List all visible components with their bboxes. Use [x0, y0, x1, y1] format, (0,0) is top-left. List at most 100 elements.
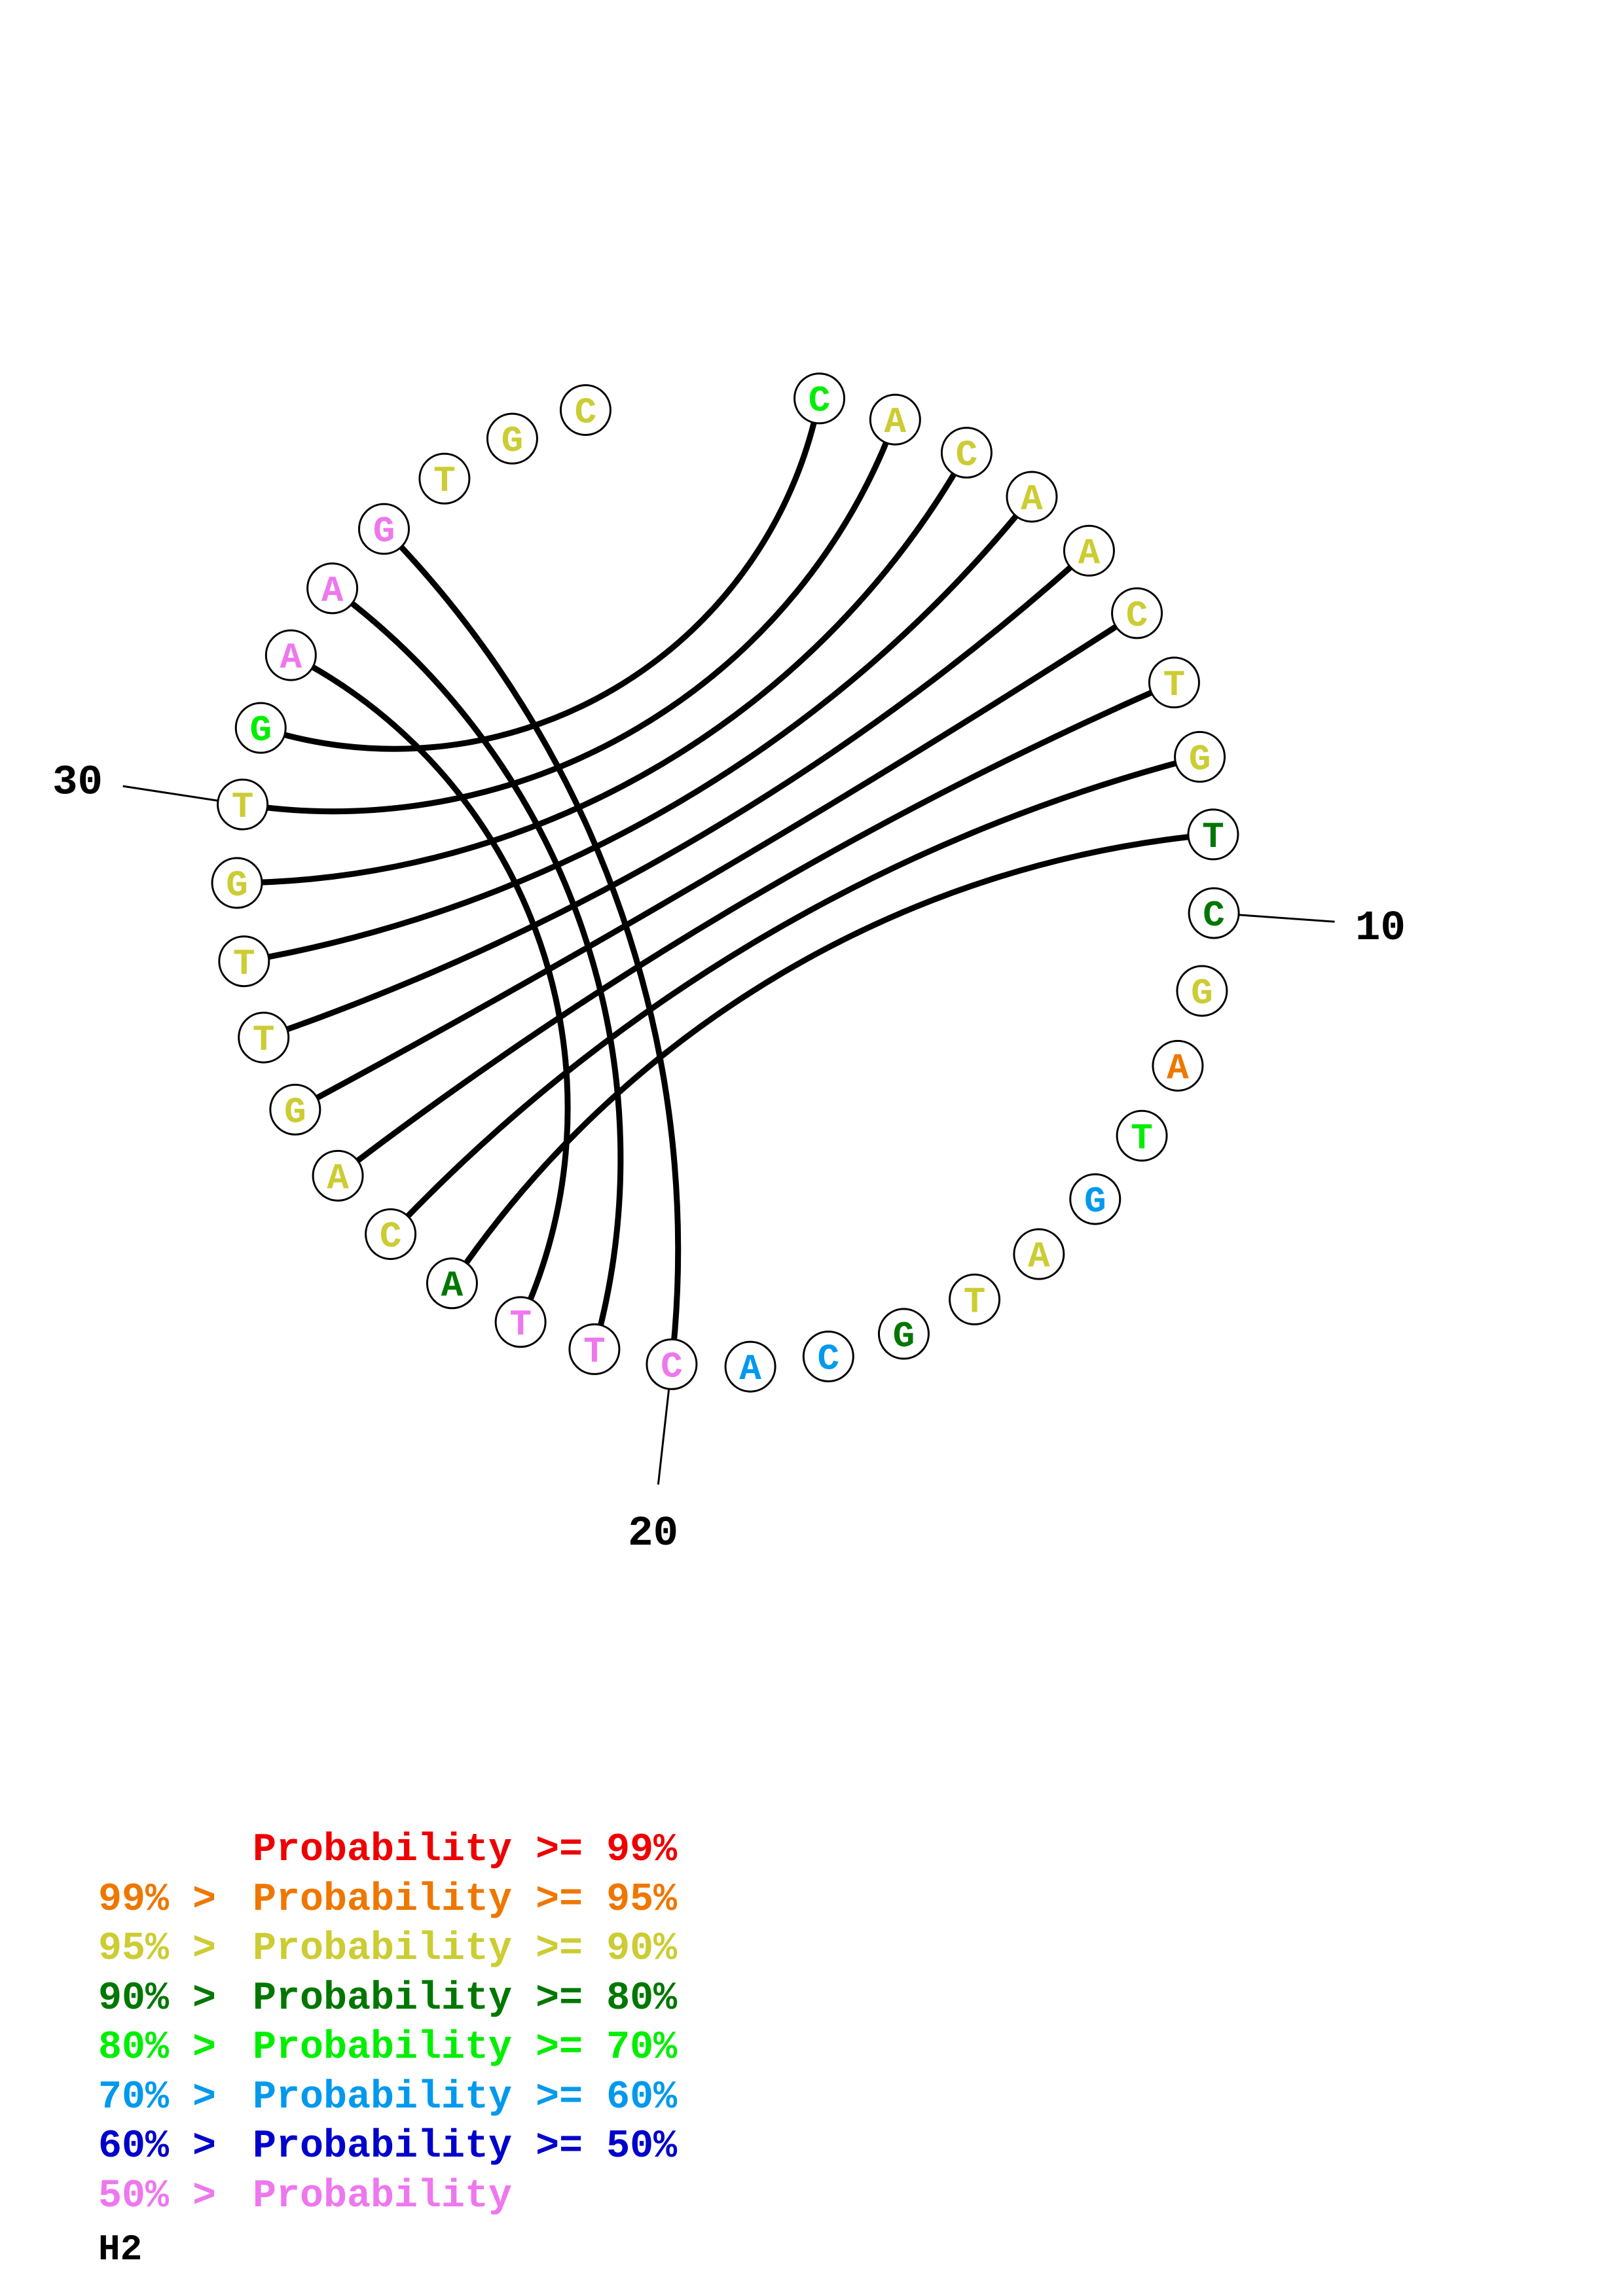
- position-labels: 10 20 30: [52, 760, 1406, 1558]
- nucleotide-circle: [365, 1208, 417, 1261]
- nucleotide-circle: [1063, 524, 1115, 577]
- nucleotide: T: [418, 452, 471, 505]
- nucleotide-circle: [234, 702, 287, 754]
- legend-lower-bound: 95% >: [98, 1927, 240, 1971]
- nucleotide-circle: [1006, 471, 1058, 523]
- legend-row: 99% > Probability >= 95%: [98, 1876, 677, 1926]
- nucleotide-base: G: [1189, 738, 1211, 780]
- position-label: 10: [1355, 905, 1406, 952]
- nucleotide-base: C: [1126, 595, 1148, 637]
- nucleotide-circle: [802, 1330, 854, 1382]
- legend-range: Probability >= 90%: [253, 1927, 678, 1971]
- base-pair-arc: [382, 527, 682, 1365]
- nucleotide: A: [312, 1149, 364, 1202]
- nucleotide: A: [1063, 524, 1115, 577]
- nucleotide-base: A: [1167, 1047, 1189, 1089]
- base-pair-arc: [330, 586, 624, 1350]
- nucleotide: T: [568, 1323, 621, 1375]
- nucleotide: G: [877, 1308, 930, 1360]
- nucleotide: C: [940, 427, 993, 479]
- nucleotide: A: [1013, 1228, 1065, 1280]
- base-pair-arc: [293, 611, 1139, 1113]
- legend-row: 80% > Probability >= 70%: [98, 2024, 677, 2073]
- base-pair-arc: [336, 679, 1176, 1178]
- nucleotide: C: [793, 372, 846, 425]
- nucleotide: T: [1187, 808, 1239, 861]
- nucleotide-base: G: [893, 1316, 915, 1357]
- nucleotide-base: A: [280, 637, 302, 679]
- nucleotide: G: [486, 412, 538, 465]
- nucleotide-base: C: [1203, 895, 1225, 937]
- legend-range: Probability: [253, 2174, 513, 2219]
- nucleotide: A: [724, 1340, 776, 1393]
- legend-lower-bound: 60% >: [98, 2125, 240, 2169]
- base-pair-arc: [236, 451, 970, 886]
- nucleotide: G: [211, 857, 263, 909]
- nucleotide-circle: [877, 1308, 930, 1360]
- nucleotide-circle: [724, 1340, 776, 1393]
- nucleotide: T: [217, 778, 269, 831]
- base-pair-arc: [263, 548, 1091, 1041]
- nucleotide: G: [1174, 730, 1226, 783]
- nucleotide: C: [646, 1338, 698, 1390]
- legend-lower-bound: 70% >: [98, 2075, 240, 2120]
- nucleotide-base: A: [739, 1348, 761, 1390]
- nucleotide: G: [1176, 965, 1228, 1017]
- nucleotide-base: C: [575, 391, 597, 433]
- nucleotide-base: C: [809, 380, 831, 422]
- nucleotide-circle: [1148, 656, 1200, 709]
- nucleotide-base: A: [321, 570, 344, 612]
- nucleotide-circle: [312, 1149, 364, 1202]
- nucleotide-circle: [793, 372, 846, 425]
- nucleotide-circle: [264, 629, 317, 681]
- probability-legend: Probability >= 99% 99% > Probability >= 9…: [98, 1826, 677, 2221]
- nucleotide-base: A: [884, 401, 907, 443]
- nucleotide-base: T: [232, 786, 254, 828]
- nucleotide-base: T: [1163, 664, 1186, 706]
- nucleotide: G: [1069, 1173, 1122, 1225]
- nucleotide-base: A: [1078, 532, 1101, 574]
- nucleotide-circle: [1174, 730, 1226, 783]
- base-pair-arc: [388, 754, 1201, 1236]
- position-label: 30: [52, 760, 103, 807]
- legend-range: Probability >= 70%: [253, 2026, 678, 2070]
- nucleotide-base: G: [226, 865, 248, 906]
- nucleotide-base: G: [1191, 973, 1213, 1014]
- legend-range: Probability >= 80%: [253, 1976, 678, 2021]
- nucleotide-base: T: [233, 943, 255, 985]
- nucleotide-base: T: [509, 1304, 532, 1346]
- base-pair-arc: [449, 831, 1214, 1285]
- legend-range: Probability >= 99%: [253, 1828, 678, 1873]
- nucleotide-base: A: [327, 1157, 349, 1199]
- nucleotide-base: C: [956, 435, 978, 476]
- base-pair-arcs: [236, 397, 1214, 1365]
- legend-row: Probability >= 99%: [98, 1826, 677, 1876]
- nucleotide: T: [949, 1273, 1001, 1325]
- nucleotide-circle: [568, 1323, 621, 1375]
- nucleotide-base: C: [380, 1216, 402, 1258]
- nucleotide-circle: [559, 384, 611, 436]
- nucleotide-circle: [218, 935, 270, 988]
- nucleotide: A: [869, 393, 921, 446]
- nucleotide-base: T: [253, 1019, 275, 1061]
- nucleotide-circle: [1013, 1228, 1065, 1280]
- nucleotide-circle: [494, 1296, 547, 1348]
- nucleotide: G: [234, 702, 287, 754]
- position-label: 20: [628, 1511, 678, 1558]
- nucleotide-circle: [306, 562, 359, 615]
- nucleotide: A: [1152, 1039, 1204, 1092]
- legend-range: Probability >= 60%: [253, 2075, 678, 2120]
- nucleotide-circle: [940, 427, 993, 479]
- nucleotide-base: G: [501, 420, 524, 462]
- nucleotide: C: [1188, 887, 1240, 939]
- nucleotide-base: T: [1131, 1117, 1153, 1159]
- legend-row: 70% > Probability >= 60%: [98, 2073, 677, 2123]
- legend-row: 90% > Probability >= 80%: [98, 1975, 677, 2024]
- nucleotide-circle: [357, 503, 410, 555]
- base-pair-arc: [244, 495, 1034, 965]
- nucleotide-circle: [211, 857, 263, 909]
- nucleotide: A: [1006, 471, 1058, 523]
- nucleotide-base: A: [1028, 1236, 1050, 1278]
- nucleotide-base: G: [373, 511, 395, 552]
- nucleotide: T: [1116, 1109, 1168, 1162]
